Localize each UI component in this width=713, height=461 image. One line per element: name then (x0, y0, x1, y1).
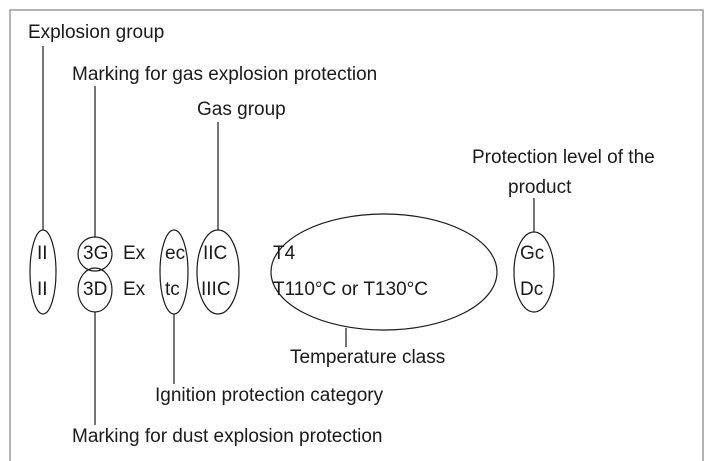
ellipses (29, 213, 555, 331)
marking-code: IIIC (201, 279, 231, 300)
label: Protection level of the (472, 147, 655, 168)
marking-code: T4 (273, 243, 296, 264)
marking-code: Ex (123, 243, 146, 264)
label: product (508, 177, 572, 198)
label: Marking for dust explosion protection (72, 426, 383, 447)
label: Gas group (197, 99, 286, 120)
marking-code: Ex (123, 279, 146, 300)
marking-rows: II 3G Ex ec IIC T4 Gc II 3D Ex tc IIIC T110°C or T13… (37, 243, 544, 300)
frame (9, 9, 704, 461)
label: Ignition protection category (155, 385, 384, 406)
marking-code: tc (165, 279, 180, 300)
label: Explosion group (28, 22, 164, 43)
marking-code: 3D (83, 279, 107, 300)
marking-code: Dc (520, 279, 543, 300)
marking-code: II (37, 243, 48, 264)
marking-code: 3G (83, 243, 108, 264)
marking-code: T110°C or T130°C (273, 279, 428, 300)
marking-code: ec (165, 243, 185, 264)
marking-code: Gc (520, 243, 544, 264)
marking-code: IIC (203, 243, 227, 264)
connectors (42, 46, 535, 425)
label: Temperature class (290, 347, 445, 368)
label: Marking for gas explosion protection (72, 64, 377, 85)
marking-code: II (37, 279, 48, 300)
